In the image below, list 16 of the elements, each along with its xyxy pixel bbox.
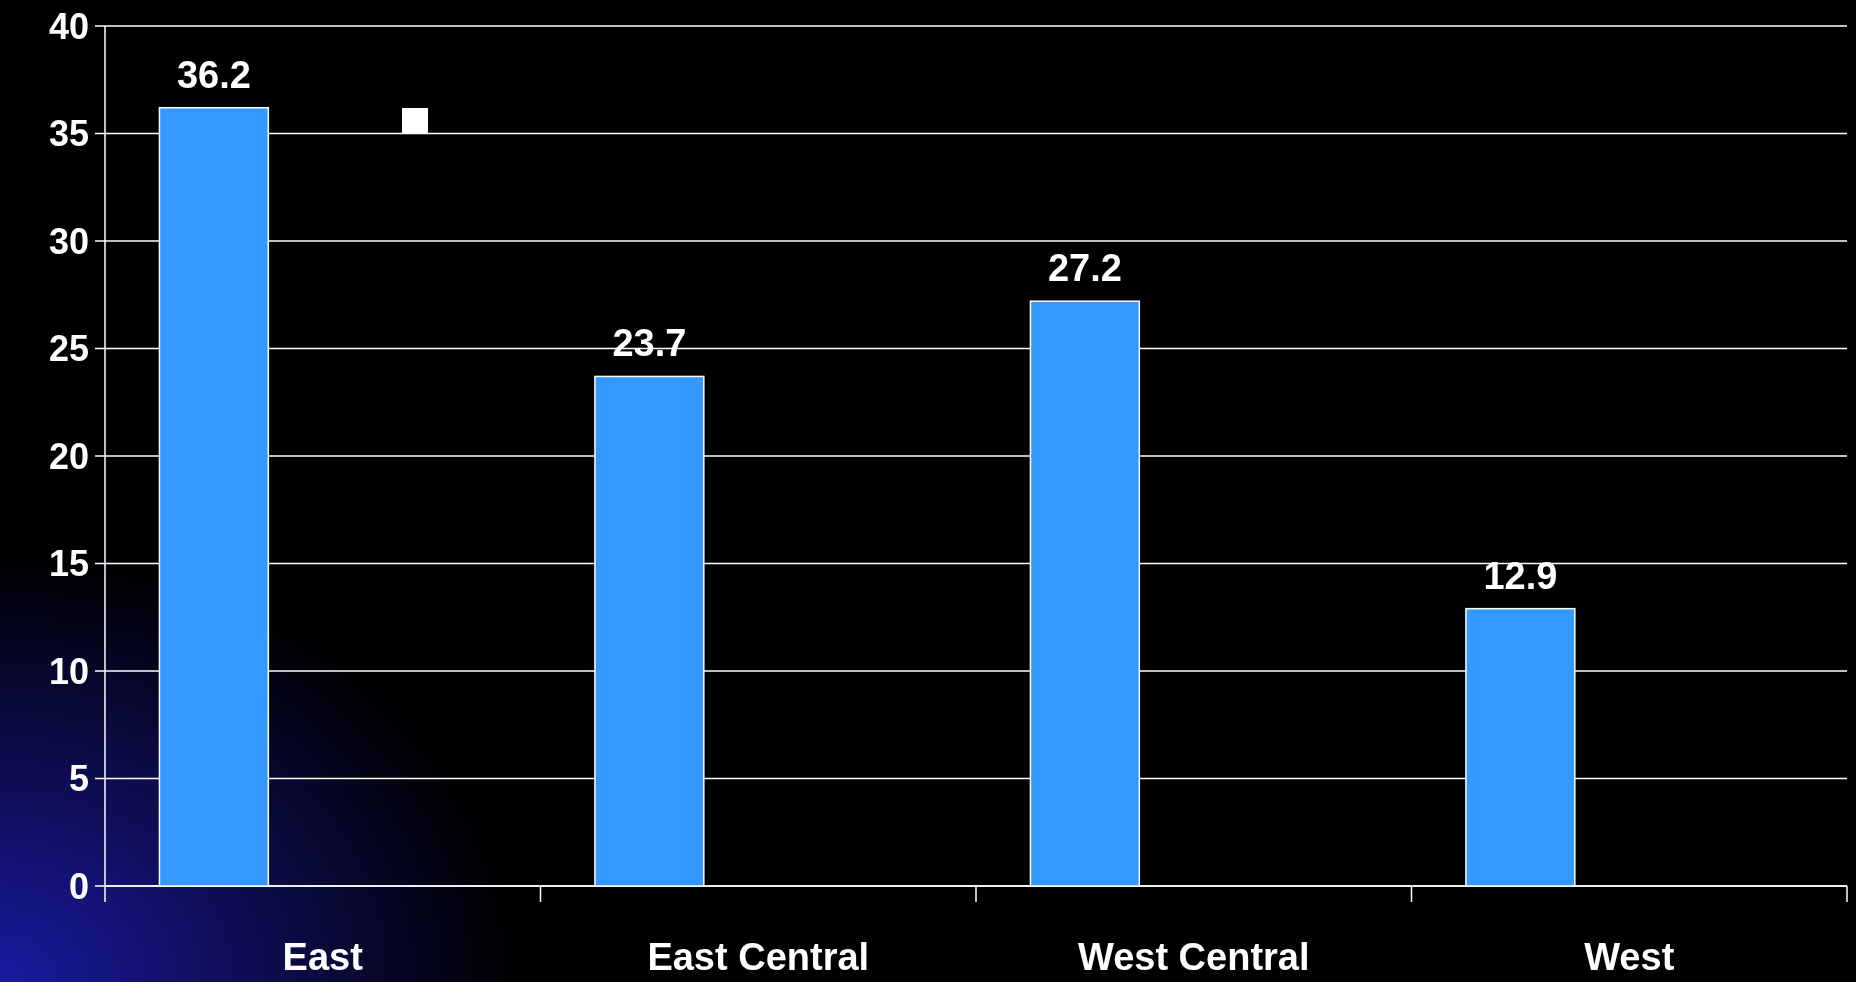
data-label: 36.2 xyxy=(176,53,251,96)
y-tick-label: 30 xyxy=(48,220,89,262)
x-tick-label: East xyxy=(282,936,364,978)
data-label: 12.9 xyxy=(1483,554,1558,597)
y-tick-label: 40 xyxy=(48,5,89,47)
data-label: 27.2 xyxy=(1047,247,1122,290)
y-tick-label: 10 xyxy=(48,650,89,692)
y-tick-label: 20 xyxy=(48,435,89,477)
y-tick-label: 35 xyxy=(48,113,89,155)
x-tick-label: West xyxy=(1584,936,1675,978)
x-tick-label: East Central xyxy=(647,936,870,978)
y-tick-label: 25 xyxy=(48,328,89,370)
y-tick-label: 0 xyxy=(68,865,89,907)
y-tick-label: 15 xyxy=(48,543,89,585)
y-tick-label: 5 xyxy=(68,758,89,800)
x-tick-label: West Central xyxy=(1077,936,1310,978)
